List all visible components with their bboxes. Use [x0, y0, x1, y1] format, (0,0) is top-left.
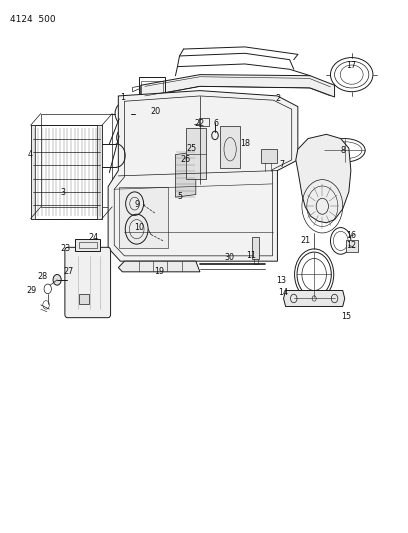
Text: 16: 16 — [346, 231, 356, 240]
FancyBboxPatch shape — [65, 247, 111, 318]
Text: 23: 23 — [60, 245, 70, 253]
Text: 4: 4 — [28, 150, 33, 159]
Text: 3: 3 — [61, 189, 66, 197]
Text: 6: 6 — [214, 119, 219, 128]
Text: 7: 7 — [279, 160, 284, 168]
Text: 5: 5 — [177, 192, 182, 200]
Text: 18: 18 — [240, 140, 250, 148]
Text: 21: 21 — [300, 237, 310, 245]
Text: 15: 15 — [341, 312, 351, 321]
Text: 17: 17 — [347, 61, 357, 69]
Polygon shape — [118, 261, 200, 272]
Bar — [261, 149, 277, 163]
Text: 22: 22 — [195, 119, 205, 128]
Bar — [346, 240, 358, 252]
Text: 29: 29 — [27, 286, 37, 295]
Text: 13: 13 — [277, 276, 286, 285]
Polygon shape — [175, 152, 196, 197]
Text: 4124  500: 4124 500 — [10, 15, 56, 24]
Bar — [97, 125, 102, 219]
Bar — [139, 77, 165, 96]
Bar — [252, 237, 259, 259]
Bar — [79, 242, 97, 248]
Text: 12: 12 — [347, 241, 357, 249]
Bar — [119, 187, 168, 248]
Polygon shape — [296, 134, 351, 223]
Bar — [41, 114, 112, 207]
Polygon shape — [284, 290, 345, 306]
Text: 19: 19 — [154, 268, 164, 276]
Bar — [141, 81, 163, 94]
Bar — [186, 128, 206, 179]
Bar — [75, 239, 100, 251]
Text: 26: 26 — [181, 156, 191, 164]
Bar — [199, 118, 209, 126]
Text: 30: 30 — [224, 254, 234, 262]
Circle shape — [53, 274, 61, 285]
Bar — [31, 125, 102, 219]
Bar — [79, 294, 89, 304]
Text: 14: 14 — [279, 288, 288, 296]
Polygon shape — [141, 75, 335, 98]
Text: 9: 9 — [134, 200, 139, 209]
Text: 28: 28 — [37, 272, 47, 280]
Text: 8: 8 — [340, 146, 345, 155]
Text: 24: 24 — [88, 233, 98, 241]
Text: 20: 20 — [151, 108, 161, 116]
Text: 10: 10 — [134, 223, 144, 231]
Bar — [220, 126, 240, 168]
Text: 25: 25 — [186, 144, 197, 152]
Text: 1: 1 — [120, 93, 125, 101]
Text: 2: 2 — [275, 94, 280, 103]
Text: 11: 11 — [246, 252, 256, 260]
Polygon shape — [108, 91, 298, 261]
Bar — [31, 125, 35, 219]
Text: 27: 27 — [63, 268, 74, 276]
